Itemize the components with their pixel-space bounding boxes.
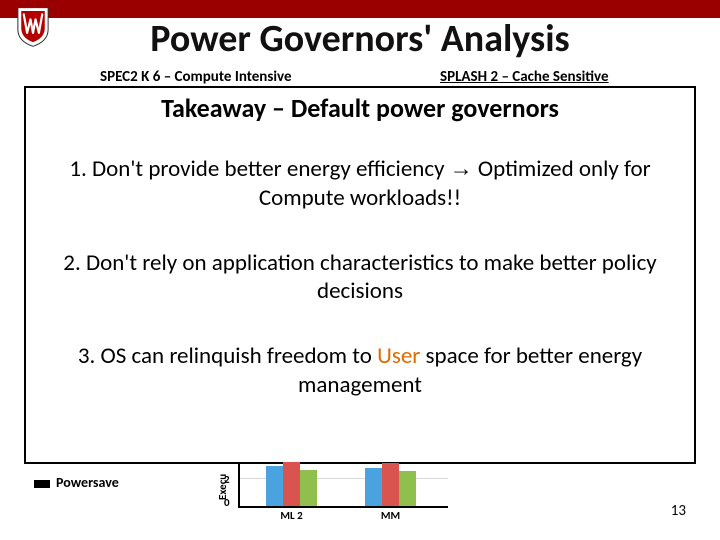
takeaway-point-2: 2. Don't rely on application characteris… [36,249,684,307]
subtitle-left: SPEC2 K 6 – Compute Intensive [100,68,292,86]
category-label: ML 2 [262,509,322,522]
takeaway-point-3: 3. OS can relinquish freedom to User spa… [36,342,684,400]
bar [266,466,283,506]
bar [300,470,317,506]
takeaway-box: Takeaway – Default power governors 1. Do… [24,86,696,464]
point3-prefix: 3. OS can relinquish freedom to [78,342,377,370]
bar [365,468,382,507]
point1-prefix: 1. Don't provide better energy efficienc… [69,155,449,183]
page-number: 13 [671,502,686,520]
bar [382,463,399,506]
takeaway-heading: Takeaway – Default power governors [36,92,684,124]
takeaway-point-1: 1. Don't provide better energy efficienc… [36,154,684,213]
legend-label-powersave: Powersave [56,474,119,491]
category-label: MM [361,509,421,522]
chart-fragment: Powersave Execu 2 0 ML 2MM [24,464,696,530]
slide-title: Power Governors' Analysis [0,16,720,62]
bar [399,471,416,506]
bar-chart-area: ML 2MM [238,464,448,508]
y-tick-2: 2 [224,473,230,486]
highlight-user: User [377,342,420,370]
y-tick-0: 0 [224,496,230,509]
subtitle-right: SPLASH 2 – Cache Sensitive [440,68,609,86]
bar [283,462,300,506]
legend-swatch [34,480,50,488]
arrow-icon: → [450,155,473,181]
